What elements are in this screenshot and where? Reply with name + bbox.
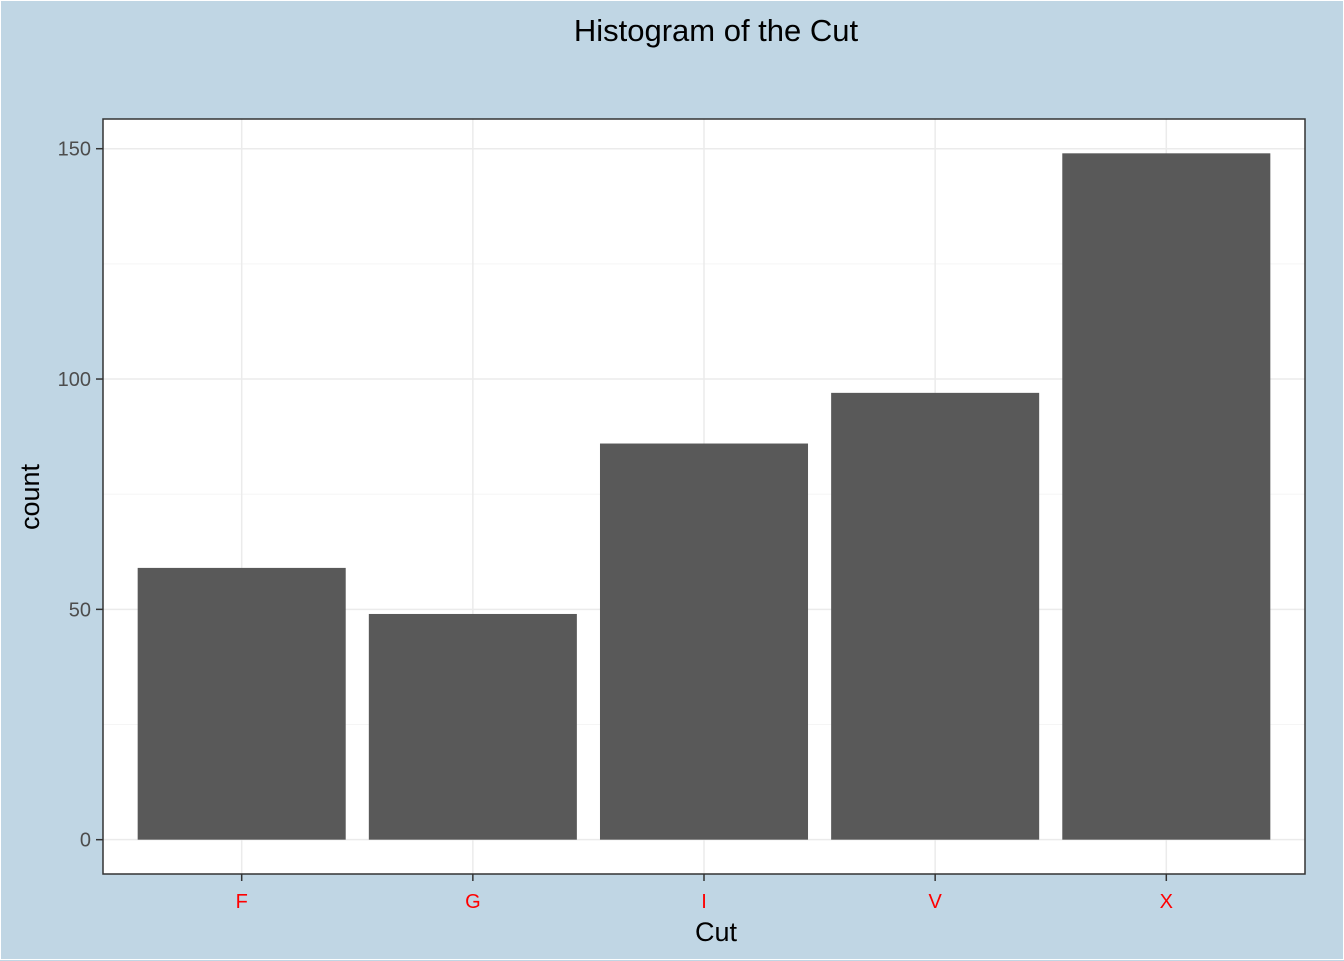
y-tick-label: 100	[58, 369, 91, 391]
y-tick-label: 150	[58, 139, 91, 161]
x-tick-label: F	[236, 891, 248, 913]
y-axis-title: count	[15, 463, 45, 530]
y-tick-label: 0	[80, 830, 91, 852]
x-tick-label: V	[928, 891, 942, 913]
bar-V	[831, 392, 1040, 840]
y-tick-label: 50	[69, 599, 91, 621]
bar-X	[1062, 153, 1271, 840]
x-axis-title: Cut	[695, 917, 738, 947]
chart-title: Histogram of the Cut	[574, 13, 859, 48]
bar-F	[137, 567, 346, 840]
bar-G	[368, 613, 577, 840]
x-tick-label: I	[701, 891, 707, 913]
bar-I	[599, 443, 809, 840]
x-tick-label: X	[1160, 891, 1173, 913]
x-tick-label: G	[465, 891, 481, 913]
